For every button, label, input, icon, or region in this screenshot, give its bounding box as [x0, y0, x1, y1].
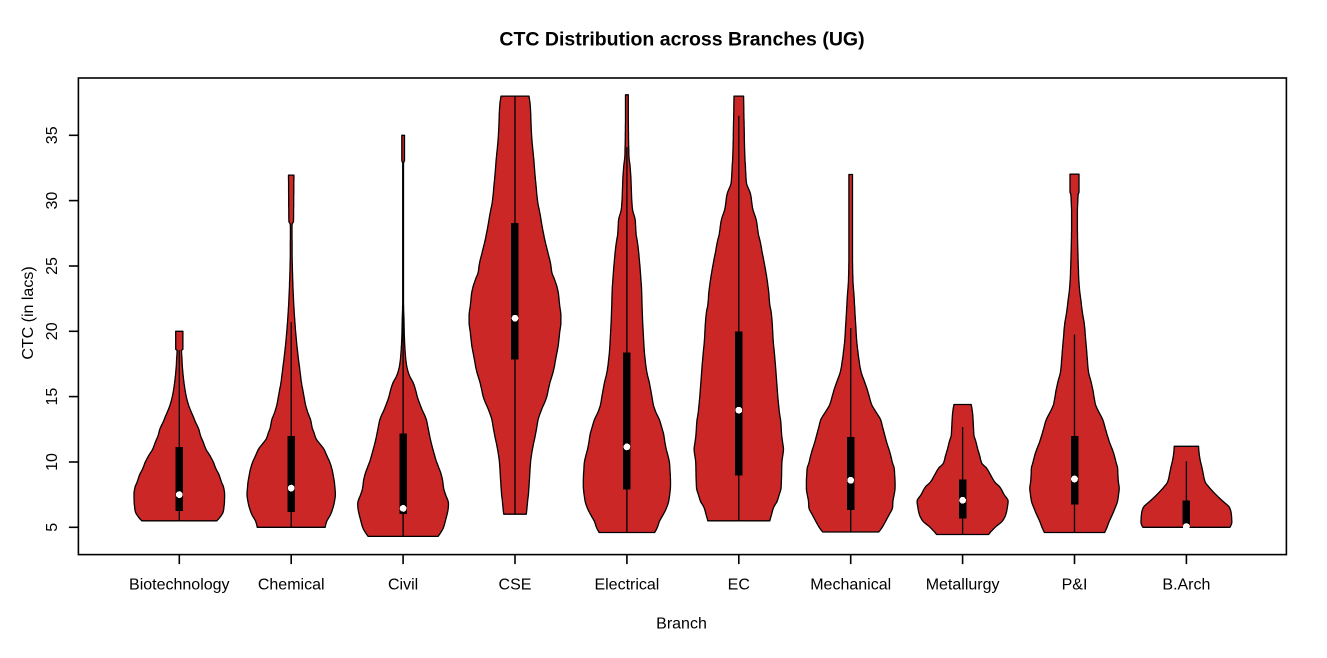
svg-text:35: 35: [44, 126, 61, 144]
svg-text:Electrical: Electrical: [594, 577, 659, 594]
svg-text:CTC (in lacs): CTC (in lacs): [20, 266, 37, 359]
svg-text:Branch: Branch: [656, 616, 707, 633]
svg-text:CTC Distribution across Branch: CTC Distribution across Branches (UG): [499, 29, 864, 51]
svg-text:Chemical: Chemical: [258, 577, 325, 594]
svg-text:CSE: CSE: [499, 577, 532, 594]
svg-text:Civil: Civil: [388, 577, 418, 594]
svg-text:30: 30: [44, 192, 61, 210]
svg-text:EC: EC: [728, 577, 750, 594]
svg-text:Mechanical: Mechanical: [810, 577, 891, 594]
svg-text:10: 10: [44, 453, 61, 471]
svg-text:20: 20: [44, 322, 61, 340]
svg-text:B.Arch: B.Arch: [1162, 577, 1210, 594]
svg-text:P&I: P&I: [1062, 577, 1088, 594]
svg-text:Metallurgy: Metallurgy: [926, 577, 1000, 594]
svg-text:5: 5: [44, 523, 61, 532]
svg-text:Biotechnology: Biotechnology: [129, 577, 230, 594]
svg-text:15: 15: [44, 388, 61, 406]
svg-text:25: 25: [44, 257, 61, 275]
